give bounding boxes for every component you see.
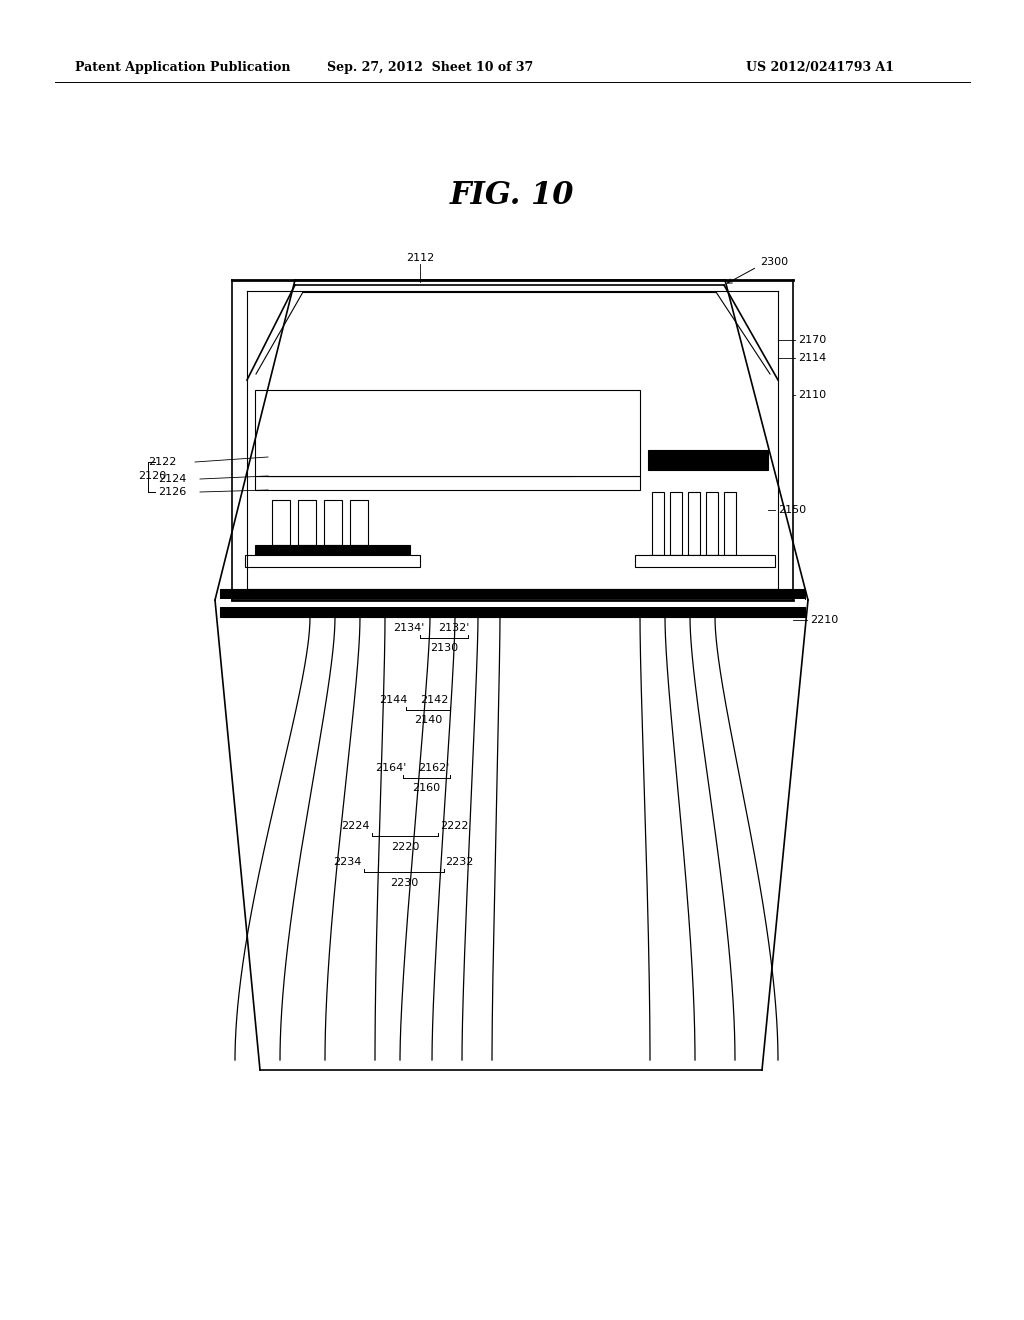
Text: 2220: 2220 [391, 842, 419, 851]
Bar [255, 545, 410, 554]
Bar [255, 477, 640, 490]
Text: 2130: 2130 [430, 643, 458, 653]
Bar [648, 450, 768, 470]
Text: 2224: 2224 [341, 821, 370, 832]
Bar [635, 554, 775, 568]
Text: Sep. 27, 2012  Sheet 10 of 37: Sep. 27, 2012 Sheet 10 of 37 [327, 62, 534, 74]
Bar [272, 500, 290, 545]
Text: 2210: 2210 [810, 615, 839, 624]
Text: 2110: 2110 [798, 389, 826, 400]
Text: 2132': 2132' [438, 623, 469, 634]
Bar [350, 500, 368, 545]
Bar [688, 492, 700, 554]
Text: 2300: 2300 [760, 257, 788, 267]
Text: 2164': 2164' [375, 763, 406, 774]
Text: 2124: 2124 [158, 474, 186, 484]
Bar [268, 471, 572, 477]
Bar [706, 492, 718, 554]
Text: 2126: 2126 [158, 487, 186, 498]
Bar [652, 492, 664, 554]
Text: 2114: 2114 [798, 352, 826, 363]
Bar [670, 492, 682, 554]
Bar [298, 500, 316, 545]
Text: FIG. 10: FIG. 10 [450, 180, 574, 210]
Text: 2160: 2160 [412, 783, 440, 793]
Text: 2234: 2234 [334, 857, 362, 867]
Text: 2144: 2144 [380, 696, 408, 705]
Text: 2122: 2122 [148, 457, 176, 467]
Text: 2232: 2232 [445, 857, 473, 867]
Text: US 2012/0241793 A1: US 2012/0241793 A1 [746, 62, 894, 74]
Bar [245, 554, 420, 568]
Text: 2170: 2170 [798, 335, 826, 345]
Bar [268, 451, 572, 462]
Bar [220, 589, 805, 599]
Text: 2140: 2140 [414, 715, 442, 725]
Text: 2222: 2222 [440, 821, 469, 832]
Bar [255, 389, 640, 477]
Bar [220, 607, 805, 616]
Text: 2112: 2112 [406, 253, 434, 263]
Bar [268, 463, 572, 471]
Text: 2150: 2150 [778, 506, 806, 515]
Bar [220, 599, 805, 607]
Text: 2162': 2162' [418, 763, 450, 774]
Bar [724, 492, 736, 554]
Text: 2134': 2134' [393, 623, 425, 634]
Bar [324, 500, 342, 545]
Text: 2120: 2120 [138, 471, 166, 480]
Bar [648, 554, 768, 565]
Text: 2230: 2230 [390, 878, 418, 888]
Text: 2142: 2142 [420, 696, 449, 705]
Text: Patent Application Publication: Patent Application Publication [75, 62, 291, 74]
